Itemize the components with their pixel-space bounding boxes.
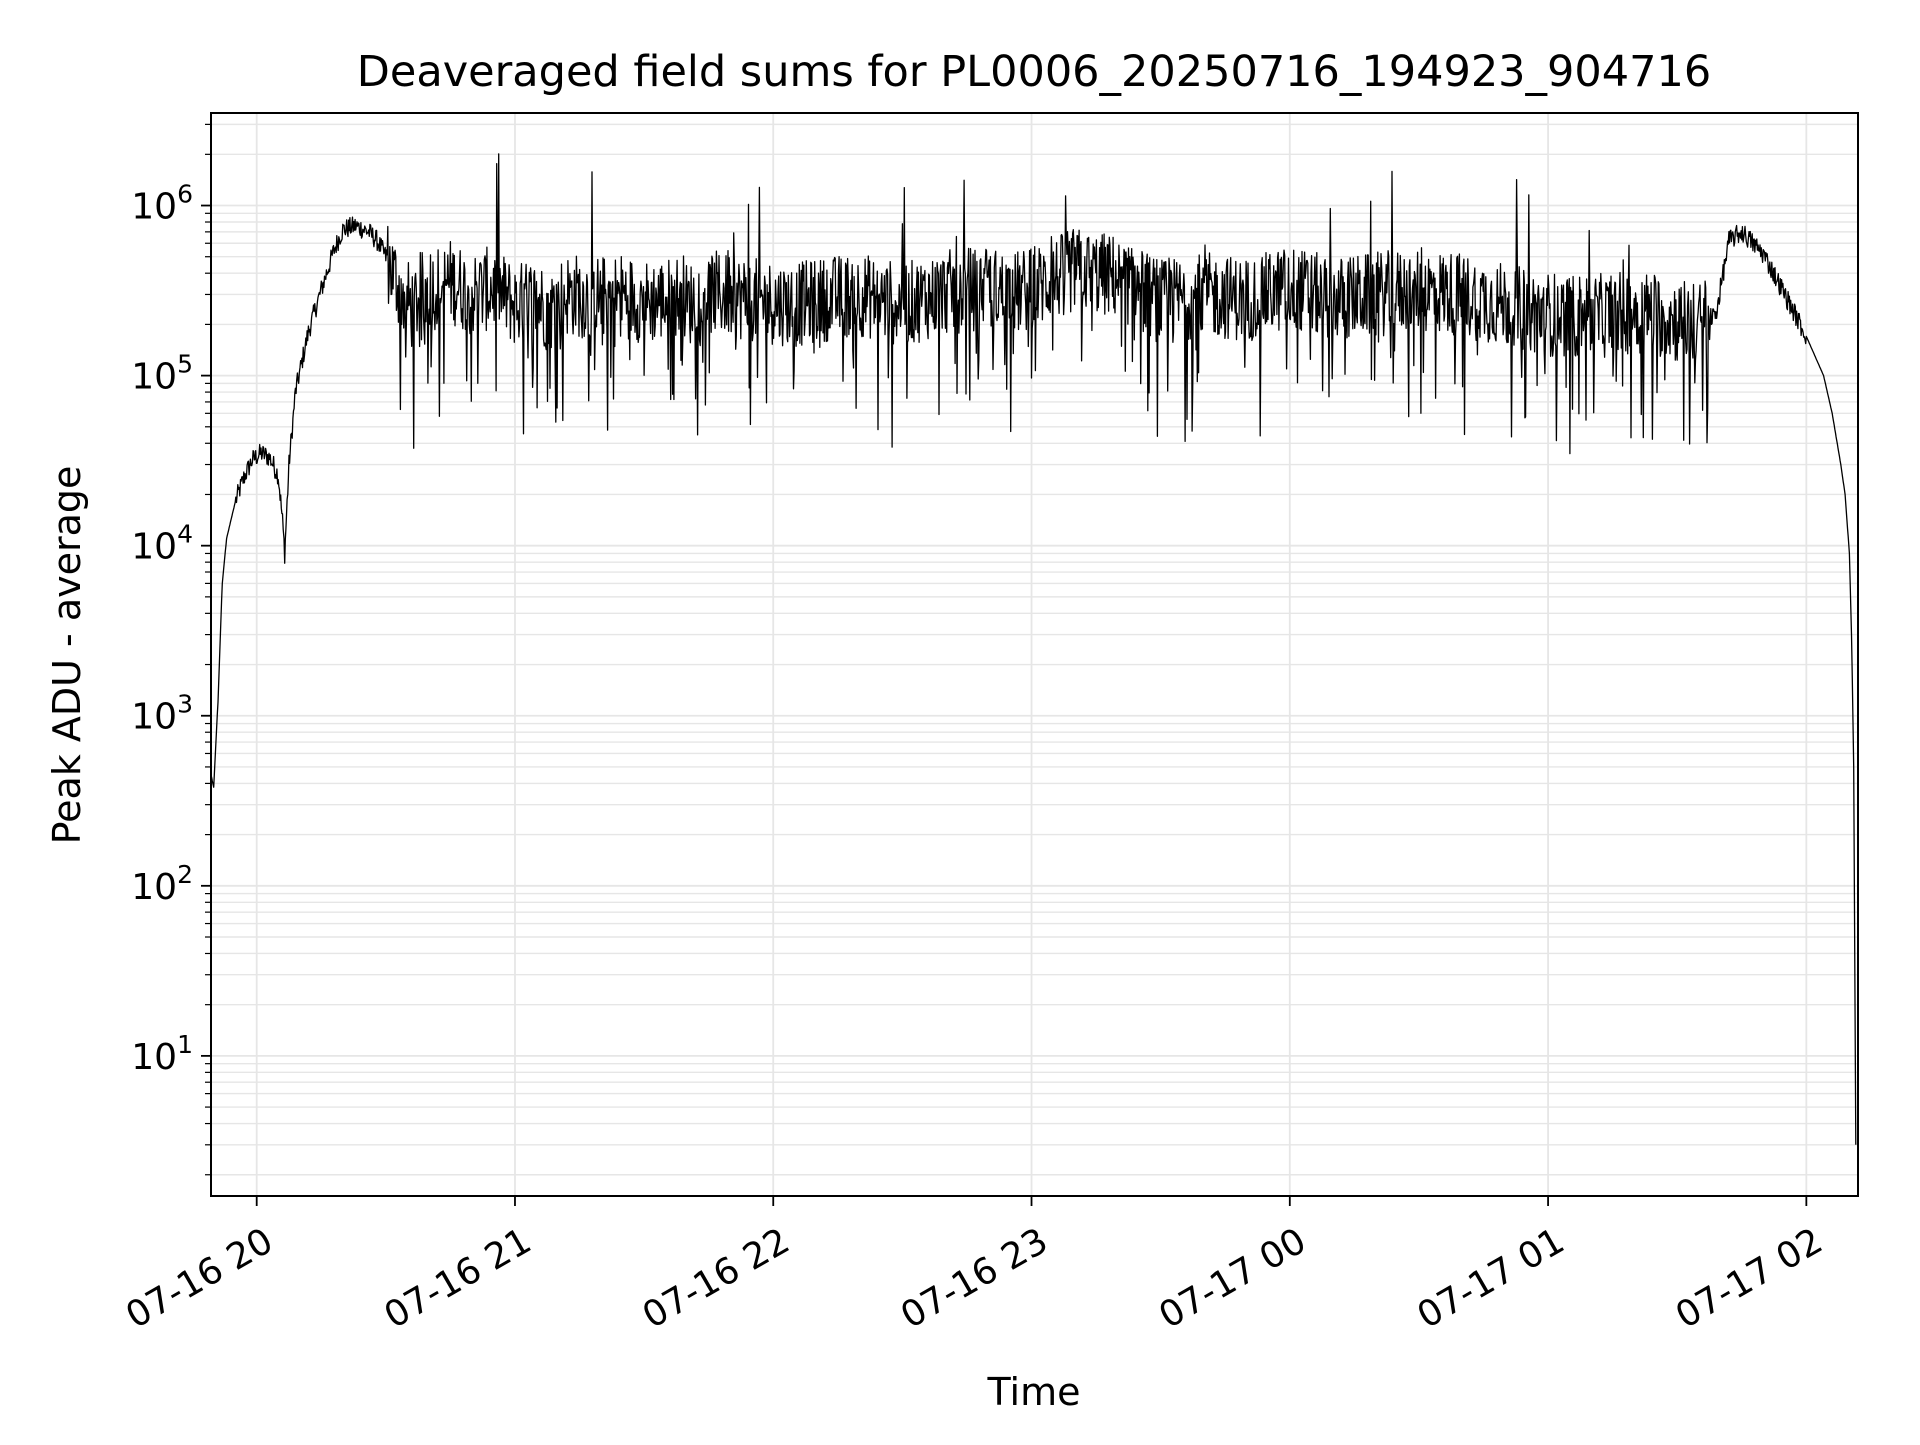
x-tick-label: 07-16 22 [636,1220,797,1336]
y-tick-base: 10 [131,1037,177,1078]
y-tick-base: 10 [131,697,177,738]
y-tick-label: 104 [131,520,193,568]
y-tick-label: 101 [131,1030,193,1078]
series-line [210,153,1857,1145]
x-tick-label: 07-17 01 [1411,1220,1572,1336]
y-tick-label: 106 [131,180,193,228]
y-tick-base: 10 [131,867,177,908]
y-tick-label: 103 [131,690,193,738]
y-tick-base: 10 [131,187,177,228]
y-tick-exponent: 5 [177,350,193,379]
x-tick-label: 07-16 23 [894,1220,1055,1336]
x-tick-label: 07-17 02 [1669,1220,1830,1336]
x-axis-label: Time [987,1370,1081,1414]
y-tick-base: 10 [131,357,177,398]
y-tick-exponent: 3 [177,690,193,719]
y-tick-exponent: 4 [177,520,193,549]
y-tick-label: 102 [131,860,193,908]
chart-title: Deaveraged field sums for PL0006_2025071… [357,47,1711,97]
plot-frame [210,112,1859,1197]
x-tick-label: 07-16 20 [119,1220,280,1336]
x-tick-label: 07-17 00 [1152,1220,1313,1336]
y-tick-exponent: 1 [177,1030,193,1059]
y-tick-exponent: 6 [177,180,193,209]
grid-layer [211,113,1858,1196]
y-tick-base: 10 [131,527,177,568]
y-tick-label: 105 [131,350,193,398]
y-axis-label: Peak ADU - average [45,466,89,845]
x-tick-label: 07-16 21 [378,1220,539,1336]
y-tick-exponent: 2 [177,860,193,889]
plot-layer [210,153,1857,1145]
